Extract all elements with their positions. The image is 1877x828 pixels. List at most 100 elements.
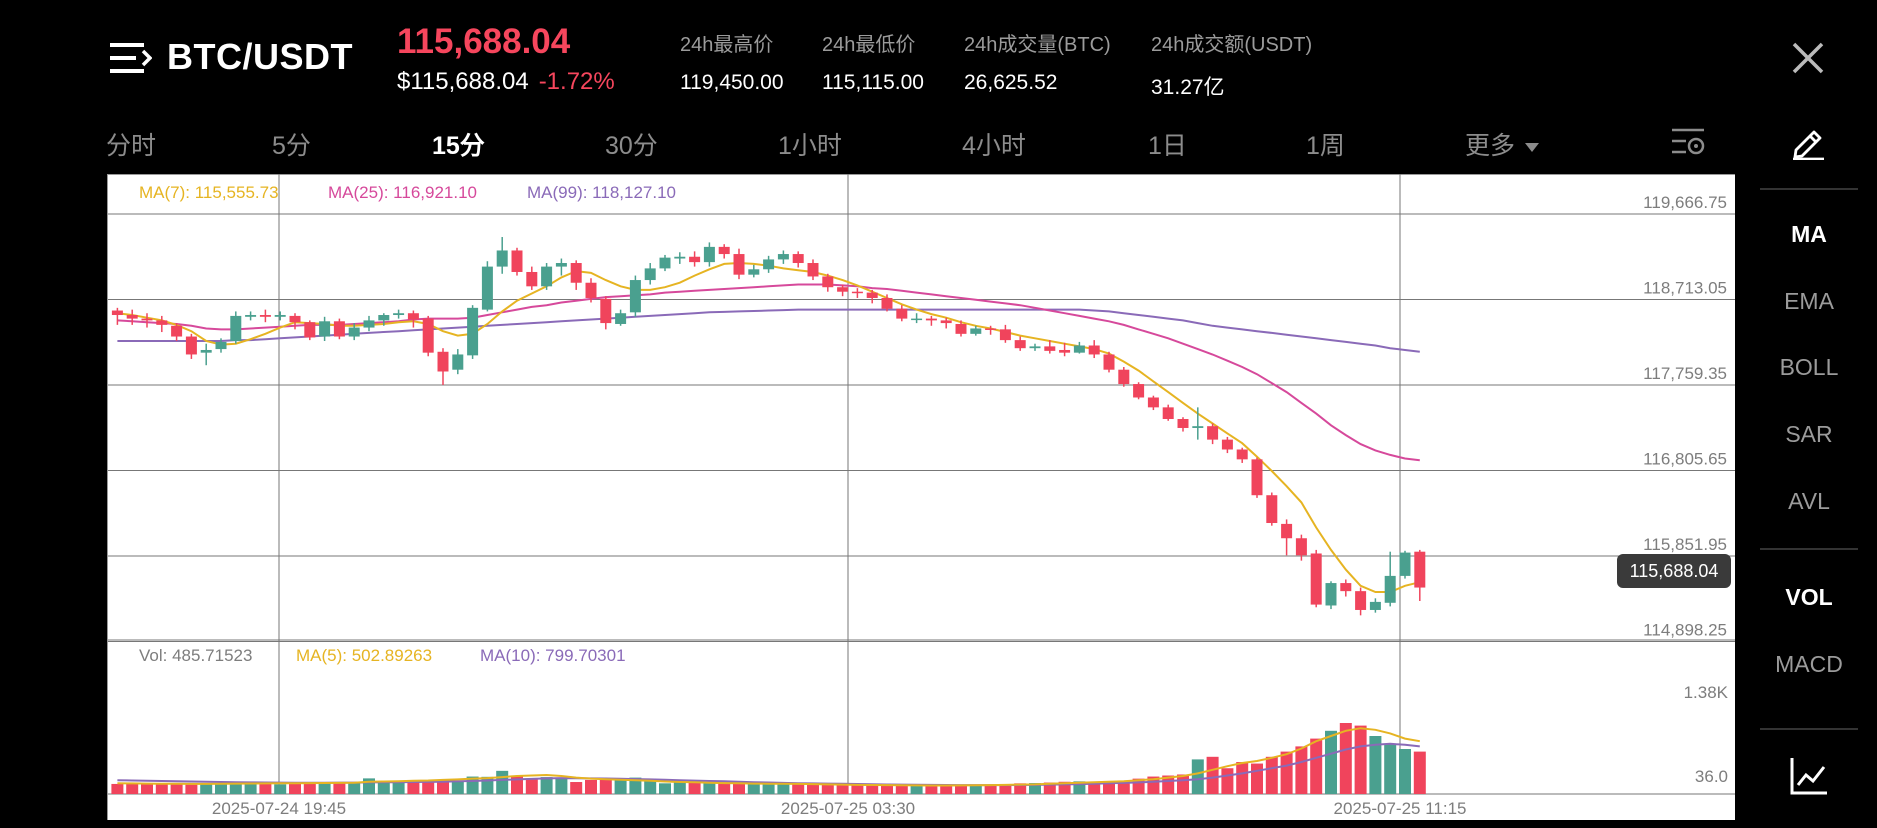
tab-timeframe-line[interactable]: 分时 [106,132,157,160]
more-timeframes-dropdown[interactable]: 更多 [1465,126,1540,162]
indicator-macd[interactable]: MACD [1775,651,1843,677]
tab-timeframe-30m[interactable]: 30分 [605,132,658,160]
stat-label: 24h最高价 [680,34,774,56]
candle-body [156,320,168,325]
stat-value: 31.27亿 [1151,76,1225,99]
candle-body [200,349,212,353]
candle [467,305,479,359]
volume-bar [1325,730,1337,794]
candle-body [141,318,153,321]
candle-body [1340,583,1352,592]
close-icon[interactable] [1790,40,1826,76]
candle-body [452,354,464,370]
indicator-ma[interactable]: MA [1791,221,1827,247]
volume-bar [984,784,997,794]
candle [259,309,271,323]
candle-body [1207,426,1219,440]
usd-price: $115,688.04 [397,68,529,95]
ma7-line [117,261,1421,593]
volume-bar [1369,736,1382,794]
candle [911,313,923,324]
volume-bar [170,783,183,794]
candle [422,315,434,357]
last-price: 115,688.04 [397,22,571,61]
chart-settings-icon[interactable] [1672,126,1706,156]
volume-bar [1265,756,1278,794]
tab-timeframe-1w[interactable]: 1周 [1306,132,1345,160]
candle [1014,336,1026,351]
last-price-tag: 115,688.04 [1617,554,1731,588]
candles [111,237,1426,616]
candle [1325,581,1337,610]
candle [393,309,405,319]
candle [245,311,257,321]
volume-bar [688,782,701,794]
candle-body [689,256,701,263]
trading-pair-title[interactable]: BTC/USDT [167,36,353,77]
candle [763,255,775,273]
candle [452,349,464,375]
legend-ma7: MA(7): 115,555.73 [139,183,279,202]
volume-bar [1413,751,1426,794]
candle-body [629,280,641,313]
candle [674,252,686,264]
candle-body [289,315,301,323]
pencil-icon[interactable] [1790,124,1826,160]
tab-timeframe-4h[interactable]: 4小时 [962,132,1026,160]
candle-body [570,263,582,283]
candle [570,260,582,290]
candle [629,275,641,317]
volume-axis-label: 36.0 [1695,767,1728,786]
kline-chart-svg[interactable]: 119,666.75 118,713.05 117,759.35 116,805.65… [107,174,1735,820]
volume-bar [1310,738,1323,794]
candle [733,248,745,280]
volume-bar [274,784,287,794]
indicator-boll[interactable]: BOLL [1779,354,1839,380]
tab-timeframe-1d[interactable]: 1日 [1148,132,1187,160]
indicator-sar[interactable]: SAR [1785,421,1833,447]
candle [526,266,538,290]
candle [185,333,197,359]
volume-bar [585,779,597,794]
candle-body [259,315,271,317]
candle-body [1355,591,1367,610]
volume-bar [866,784,879,794]
volume-bar [614,779,627,794]
volume-bar [718,782,731,794]
volume-bar [836,784,849,794]
candle-body [1133,384,1145,398]
candle-body [422,318,434,353]
candle [970,325,982,336]
candle-body [1059,349,1071,353]
volume-bar [244,784,257,794]
candle-body [881,297,893,309]
menu-collapse-icon[interactable] [110,40,152,76]
tab-timeframe-15m[interactable]: 15分 [432,132,485,160]
indicator-avl[interactable]: AVL [1788,488,1830,514]
kline-chart[interactable]: 119,666.75 118,713.05 117,759.35 116,805.65… [107,174,1735,820]
candle [1414,549,1426,602]
volume-bar [511,776,523,794]
candle [1103,351,1115,373]
stat-24h-volume: 24h成交量(BTC) 26,625.52 [964,28,1111,95]
candle-body [896,308,908,319]
volume-ma-lines [117,727,1420,787]
indicator-vol[interactable]: VOL [1785,584,1833,610]
volume-bar [289,783,301,794]
volume-bar [792,783,805,794]
candle-body [1088,345,1100,355]
candle [866,289,878,304]
candle-body [585,282,597,298]
volume-bar [333,783,346,794]
volume-bar [762,783,775,794]
price-axis-label: 119,666.75 [1643,193,1727,212]
volume-bar [303,783,316,794]
volume-bar [1014,783,1027,794]
tab-timeframe-1h[interactable]: 1小时 [778,132,842,160]
candle-body [1118,369,1130,385]
volume-bar [777,783,790,794]
volume-bar [659,783,671,794]
indicator-ema[interactable]: EMA [1784,288,1834,314]
trend-chart-icon[interactable] [1789,756,1829,796]
tab-timeframe-5m[interactable]: 5分 [272,132,311,160]
